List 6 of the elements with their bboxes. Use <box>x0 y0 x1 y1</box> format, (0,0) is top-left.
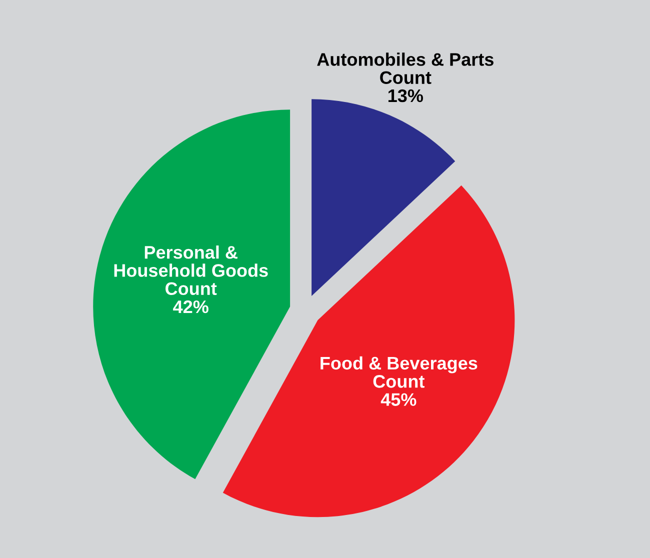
data-label: 13% <box>388 89 424 102</box>
data-label: 45% <box>380 393 416 406</box>
slice-label: Personal & Household Goods Count <box>114 246 268 296</box>
data-label: 42% <box>173 300 208 314</box>
slice-label: Food & Beverages Count <box>320 356 478 388</box>
slice-label: Automobiles & Parts Count <box>317 52 494 84</box>
